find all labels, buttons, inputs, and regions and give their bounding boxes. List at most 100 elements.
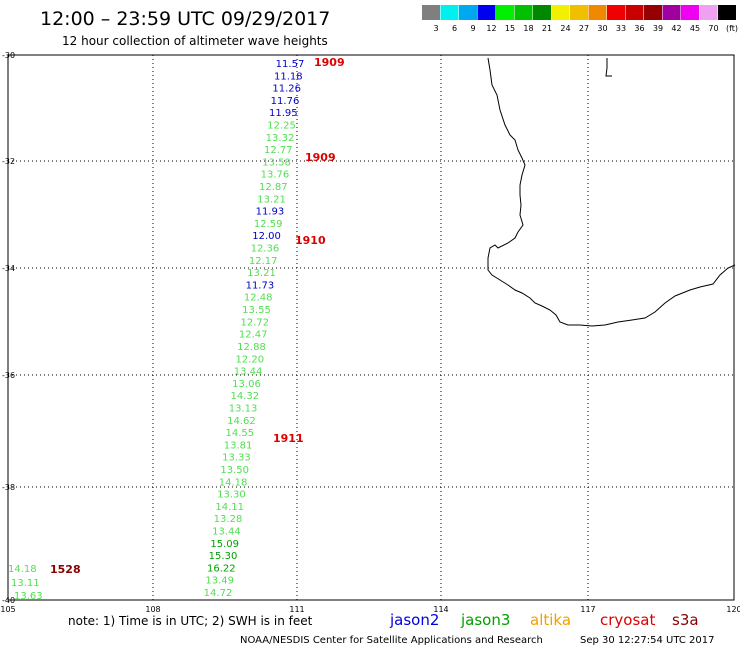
wave-height-value: 13.81 [224,440,253,451]
scale-label: 9 [470,24,475,33]
wave-height-value: 14.32 [230,391,259,402]
map-subtitle: 12 hour collection of altimeter wave hei… [62,34,328,48]
footer-timestamp: Sep 30 12:27:54 UTC 2017 [580,635,714,646]
coastline-inlet [605,58,612,77]
scale-label: 6 [452,24,457,33]
pass-time-label: 1909 [305,151,336,164]
wave-height-value: 15.09 [210,539,239,550]
scale-swatch [644,5,662,20]
color-scale: 3 6 9 12 15 18 21 24 27 30 33 36 39 42 45 70 (ft) [422,5,738,33]
wave-height-value: 13.76 [261,170,290,181]
scale-swatch [699,5,718,20]
scale-swatch [477,5,496,20]
longitude-label: 114 [433,605,448,614]
scale-label: 12 [486,24,496,33]
scale-swatch [570,5,588,20]
longitude-label: 120 [726,605,740,614]
longitude-label: 105 [0,605,15,614]
wave-height-value: 13.58 [262,157,291,168]
scale-label: (ft) [726,24,738,33]
scale-swatch [533,5,551,20]
wave-height-value: 12.47 [239,330,268,341]
legend-item-jason3: jason3 [460,611,510,629]
scale-label: 30 [597,24,607,33]
wave-height-value: 12.36 [251,244,280,255]
latitude-label: -36 [2,371,15,380]
scale-swatch [551,5,570,20]
wave-height-value: 14.62 [227,416,256,427]
latitude-label: -30 [2,51,15,60]
latitude-label: -40 [2,596,15,605]
wave-height-value: 12.48 [244,293,273,304]
legend-item-altika: altika [530,611,571,629]
wave-height-value: 12.20 [235,354,264,365]
wave-height-value: 12.00 [252,231,281,242]
satellite-legend: jason2 jason3 altika cryosat s3a [389,611,699,629]
map-frame [7,54,735,601]
wave-height-value: 11.57 [276,59,305,70]
wave-height-value: 11.18 [274,71,303,82]
scale-label: 42 [671,24,681,33]
scale-swatch [459,5,477,20]
scale-swatch [681,5,699,20]
pass-time-label: 1911 [273,432,304,445]
scale-swatch [514,5,533,20]
wave-height-value: 13.32 [266,133,295,144]
scale-swatch [625,5,644,20]
wave-height-value: 13.55 [242,305,271,316]
scale-label: 24 [560,24,570,33]
wave-height-value: 12.72 [240,317,269,328]
wave-height-value: 13.49 [205,576,234,587]
pass-time-label: 1910 [295,234,326,247]
wave-height-value: 11.95 [269,108,298,119]
wave-height-value: 13.44 [212,527,241,538]
graticule [8,55,734,600]
wave-height-value: 14.55 [225,428,254,439]
legend-item-jason2: jason2 [389,611,439,629]
wave-height-value: 14.18 [8,564,37,575]
footer-credit: NOAA/NESDIS Center for Satellite Applica… [240,635,543,646]
wave-height-value: 11.73 [246,280,275,291]
wave-height-value: 13.13 [229,404,258,415]
scale-swatch [588,5,607,20]
wave-height-value: 12.17 [249,256,278,267]
pass-time-label: 1909 [314,56,345,69]
wave-height-value: 13.11 [11,578,40,589]
wave-height-value: 14.18 [219,477,248,488]
scale-swatch [662,5,681,20]
wave-height-value: 13.06 [232,379,261,390]
wave-height-value: 13.21 [247,268,276,279]
wave-height-value: 11.76 [271,96,300,107]
scale-label: 18 [523,24,533,33]
wave-height-value: 12.87 [259,182,288,193]
scale-swatch [440,5,459,20]
scale-swatch [607,5,625,20]
wave-height-value: 13.63 [14,591,43,602]
wave-height-value: 13.50 [220,465,249,476]
latitude-label: -38 [2,483,15,492]
wave-height-value: 13.28 [214,514,243,525]
latitude-label: -32 [2,157,15,166]
scale-swatch [496,5,514,20]
legend-item-s3a: s3a [672,611,699,629]
wave-height-value: 14.72 [204,588,233,599]
wave-height-value: 16.22 [207,563,236,574]
wave-height-value: 15.30 [209,551,238,562]
scale-label: 15 [505,24,515,33]
wave-height-value: 12.25 [267,121,296,132]
scale-label: 70 [708,24,718,33]
scale-label: 39 [653,24,663,33]
wave-height-value: 13.44 [234,367,263,378]
wave-height-value: 11.93 [256,207,285,218]
scale-swatch [422,5,440,20]
scale-label: 3 [433,24,438,33]
wave-height-value: 12.77 [264,145,293,156]
wave-height-value: 12.59 [254,219,283,230]
scale-label: 33 [616,24,626,33]
legend-item-cryosat: cryosat [600,611,655,629]
scale-label: 21 [542,24,552,33]
footer-note: note: 1) Time is in UTC; 2) SWH is in fe… [68,614,313,628]
longitude-label: 111 [289,605,304,614]
